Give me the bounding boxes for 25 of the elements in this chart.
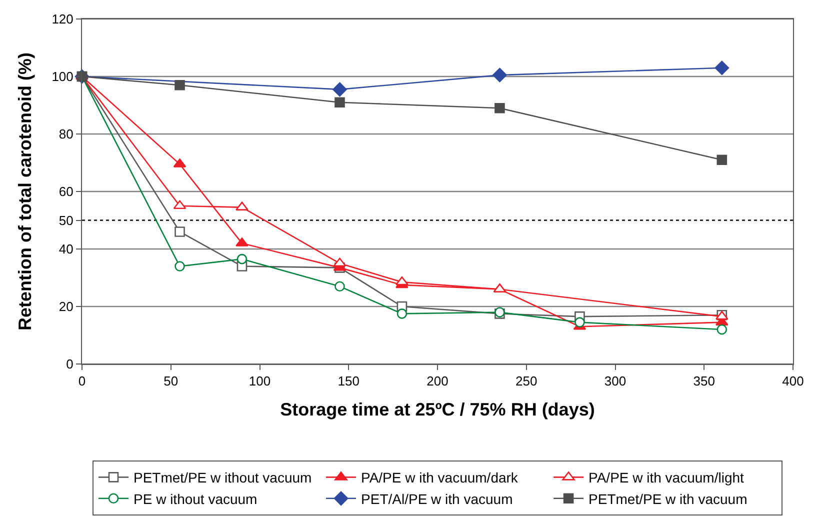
- legend-label: PE w ithout vacuum: [134, 490, 258, 507]
- legend-label: PET/Al/PE w ith vacuum: [361, 490, 513, 507]
- legend-label: PA/PE w ith vacuum/light: [588, 470, 744, 486]
- legend-label: PETmet/PE w ithout vacuum: [134, 470, 312, 486]
- y-tick-label: 80: [58, 126, 74, 142]
- x-tick-label: 250: [516, 374, 538, 389]
- x-tick-label: 300: [604, 374, 626, 389]
- x-tick-label: 50: [164, 374, 178, 389]
- y-tick-label: 60: [58, 184, 74, 200]
- y-tick-label: 100: [52, 69, 74, 84]
- y-tick-label: 50: [58, 212, 74, 228]
- x-tick-label: 100: [248, 374, 271, 389]
- y-tick-label: 40: [58, 242, 74, 257]
- x-tick-label: 200: [426, 374, 448, 389]
- y-tick-label: 20: [58, 299, 74, 314]
- x-axis-title: Storage time at 25ºC / 75% RH (days): [280, 400, 595, 420]
- legend-label: PETmet/PE w ith vacuum: [588, 490, 748, 507]
- legend-label: PA/PE w ith vacuum/dark: [361, 470, 519, 486]
- x-tick-label: 400: [782, 374, 804, 389]
- y-axis-title: Retention of total carotenoid (%): [14, 52, 35, 330]
- x-tick-label: 0: [78, 374, 86, 389]
- x-tick-label: 150: [338, 374, 360, 389]
- y-tick-label: 120: [52, 12, 74, 27]
- x-tick-label: 350: [693, 374, 715, 389]
- y-tick-label: 0: [66, 356, 74, 372]
